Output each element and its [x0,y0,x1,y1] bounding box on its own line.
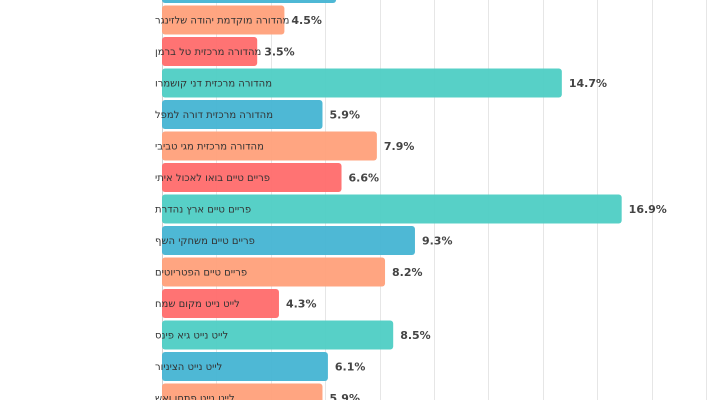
bar[interactable] [162,226,415,255]
category-label: מהדורה מרכזית דורה למפל [155,110,273,121]
value-label: 3.5% [264,46,295,59]
value-label: 8.5% [400,329,431,342]
bar[interactable] [162,163,342,192]
bar[interactable] [162,100,323,129]
bar[interactable] [162,131,377,161]
category-label: לייט נייט גיא פינס [155,331,228,342]
category-label: פריים טיים ארץ נהדרת [155,205,251,216]
category-label: פריים טיים משחקי השף [155,236,255,247]
bar[interactable] [162,0,337,3]
category-label: מהדורה מרכזית מגי טביבי [155,142,264,153]
category-label: פריים טיים בואו לאכול איתי [155,173,270,184]
labels: מהדורה מוקדמת יהודה שלזינגר 4.5% מהדורה מר… [155,14,667,400]
value-label: 6.6% [349,172,380,185]
category-label: מהדורה מרכזית טל ברמן [155,47,261,58]
category-label: מהדורה מוקדמת יהודה שלזינגר [155,16,289,27]
bar[interactable] [162,194,622,224]
bar[interactable] [162,68,562,98]
value-label: 4.3% [286,298,317,311]
value-label: 7.9% [384,140,415,153]
value-label: 16.9% [629,203,667,216]
value-label: 8.2% [392,266,423,279]
value-label: 4.5% [291,14,322,27]
bar[interactable] [162,5,285,35]
bar[interactable] [162,289,279,318]
bar[interactable] [162,257,386,287]
value-label: 5.9% [329,392,360,400]
value-label: 9.3% [422,235,453,248]
value-label: 5.9% [329,109,360,122]
category-label: פריים טיים הפטריוטים [155,268,247,279]
bar[interactable] [162,383,323,400]
bar[interactable] [162,37,258,66]
value-label: 6.1% [335,361,366,374]
category-label: לייט נייט פתחו ואש [155,394,235,400]
bar[interactable] [162,320,394,350]
bar[interactable] [162,352,328,381]
bars [162,0,622,400]
category-label: מהדורה מרכזית דני קושמרו [155,79,272,90]
category-label: לייט נייט הציניור [155,362,222,373]
category-label: לייט נייט מקום שמח [155,299,240,310]
value-label: 14.7% [569,77,607,90]
